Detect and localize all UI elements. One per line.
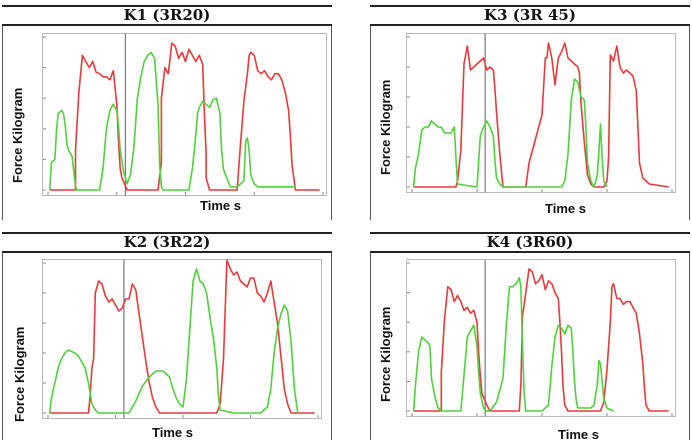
x-axis-label: Time s [558, 427, 599, 442]
series-line-2 [48, 51, 296, 191]
y-axis-label: Force Kilogram [12, 326, 27, 422]
x-axis-label: Time s [545, 201, 586, 216]
series-line-1 [413, 268, 669, 412]
chart-panel-k3: K3 (3R 45) Force Kilogram Time s [370, 5, 690, 220]
plot-border [42, 259, 322, 419]
chart-title: K3 (3R 45) [370, 5, 690, 26]
plot-area [42, 259, 322, 419]
x-axis-label: Time s [200, 198, 241, 213]
plot-area [406, 259, 676, 417]
plot-border [406, 33, 676, 193]
y-axis-label: Force Kilogram [10, 87, 25, 183]
y-axis-label: Force Kilogram [378, 79, 393, 175]
chart-panel-k1: K1 (3R20) Force Kilogram Time s [2, 5, 332, 220]
series-line-2 [412, 78, 608, 188]
chart-frame [370, 253, 690, 440]
chart-panel-k4: K4 (3R60) Force Kilogram Time s [370, 232, 690, 442]
plot-border [406, 259, 676, 417]
series-line-2 [48, 268, 299, 414]
plot-area [42, 33, 327, 196]
chart-panel-k2: K2 (3R22) Force Kilogram Time s [2, 232, 332, 440]
series-line-1 [413, 42, 669, 188]
y-axis-label: Force Kilogram [378, 306, 393, 402]
chart-frame [2, 253, 332, 440]
chart-title: K2 (3R22) [2, 232, 332, 253]
series-line-1 [49, 42, 320, 191]
series-line-2 [412, 276, 614, 412]
x-axis-label: Time s [152, 425, 193, 440]
chart-title: K4 (3R60) [370, 232, 690, 253]
series-line-1 [49, 259, 315, 414]
plot-area [406, 33, 676, 193]
chart-frame [2, 26, 332, 220]
chart-title: K1 (3R20) [2, 5, 332, 26]
chart-frame [370, 26, 690, 220]
